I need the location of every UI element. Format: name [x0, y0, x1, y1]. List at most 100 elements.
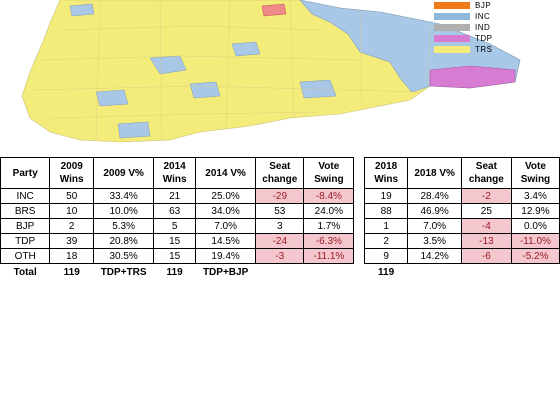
wins-2018-cell: 88 — [363, 203, 409, 219]
seat-change-cell: 25 — [460, 203, 512, 219]
wins-2009-cell: 18 — [49, 248, 95, 264]
column-gap — [353, 218, 365, 234]
column-gap — [353, 248, 365, 264]
vote-swing-cell: -11.1% — [303, 248, 355, 264]
table-row: OTH 18 30.5% 15 19.4% -3 -11.1% 9 14.2% -6 -5.2% — [0, 248, 560, 264]
vote-2014-cell: 25.0% — [195, 188, 257, 204]
legend-swatch — [434, 24, 470, 31]
seat-change-cell: 3 — [255, 218, 305, 234]
vote-swing-cell: -6.3% — [303, 233, 355, 249]
vote-swing-cell: -5.2% — [510, 248, 560, 264]
map-inc-patch-7 — [69, 3, 95, 17]
header-2018-wins: 2018 Wins — [363, 157, 409, 189]
legend-swatch — [434, 2, 470, 9]
total-2014-alliance: TDP+BJP — [202, 266, 249, 278]
column-gap — [353, 157, 365, 189]
wins-2014-cell: 15 — [153, 233, 197, 249]
vote-2018-cell: 3.5% — [407, 233, 462, 249]
map-inc-patch-5 — [117, 121, 151, 139]
wins-2009-cell: 50 — [49, 188, 95, 204]
empty-cell — [304, 264, 354, 281]
map-svg — [21, 0, 521, 143]
legend-label: IND — [475, 23, 491, 32]
vote-2009-cell: 10.0% — [93, 203, 155, 219]
wins-2018-cell: 9 — [363, 248, 409, 264]
empty-cell — [511, 264, 559, 281]
wins-2009-cell: 10 — [49, 203, 95, 219]
seat-change-cell: -3 — [255, 248, 305, 264]
table-row: TDP 39 20.8% 15 14.5% -24 -6.3% 2 3.5% -13 -11.0% — [0, 233, 560, 249]
seat-change-cell: 53 — [255, 203, 305, 219]
seat-change-cell: -29 — [255, 188, 305, 204]
vote-2009-cell: 5.3% — [93, 218, 155, 234]
header-2014-vote: 2014 V% — [195, 157, 257, 189]
header-2009-vote: 2009 V% — [93, 157, 155, 189]
wins-2009-cell: 39 — [49, 233, 95, 249]
table-row: INC 50 33.4% 21 25.0% -29 -8.4% 19 28.4% -2 3.4% — [0, 188, 560, 204]
table-header-row: Party 2009 Wins 2009 V% 2014 Wins 2014 V… — [0, 157, 560, 189]
party-cell: INC — [0, 188, 51, 204]
header-2018-vote: 2018 V% — [407, 157, 462, 189]
legend-label: TRS — [475, 45, 493, 54]
election-results-table: Party 2009 Wins 2009 V% 2014 Wins 2014 V… — [0, 157, 560, 280]
map-tdp-region — [429, 65, 516, 89]
vote-swing-cell: -8.4% — [303, 188, 355, 204]
wins-2014-cell: 21 — [153, 188, 197, 204]
vote-2014-cell: 7.0% — [195, 218, 257, 234]
vote-2018-cell: 46.9% — [407, 203, 462, 219]
total-label: Total — [13, 266, 37, 278]
vote-swing-cell: 24.0% — [303, 203, 355, 219]
vote-2009-cell: 20.8% — [93, 233, 155, 249]
constituency-map: BJP INC IND TDP TRS — [0, 0, 560, 156]
table-row: BJP 2 5.3% 5 7.0% 3 1.7% 1 7.0% -4 0.0% — [0, 218, 560, 234]
header-vote-swing-2: Vote Swing — [510, 157, 560, 189]
wins-2018-cell: 1 — [363, 218, 409, 234]
total-2009-alliance: TDP+TRS — [100, 266, 147, 278]
vote-swing-cell: 0.0% — [510, 218, 560, 234]
vote-swing-cell: -11.0% — [510, 233, 560, 249]
seat-change-cell: -13 — [460, 233, 512, 249]
column-gap — [354, 264, 365, 281]
header-vote-swing-1: Vote Swing — [303, 157, 355, 189]
header-seat-change-1: Seat change — [255, 157, 305, 189]
party-cell: OTH — [0, 248, 51, 264]
vote-swing-cell: 12.9% — [510, 203, 560, 219]
column-gap — [353, 233, 365, 249]
vote-2009-cell: 30.5% — [93, 248, 155, 264]
map-bjp-patch — [261, 3, 287, 17]
total-row: Total 119 TDP+TRS 119 TDP+BJP 119 — [1, 264, 560, 281]
seat-change-cell: -4 — [460, 218, 512, 234]
legend-label: BJP — [475, 1, 492, 10]
map-inc-patch-6 — [231, 41, 261, 57]
empty-cell — [461, 264, 511, 281]
legend-label: TDP — [475, 34, 493, 43]
map-inc-patch-2 — [95, 89, 129, 107]
wins-2014-cell: 5 — [153, 218, 197, 234]
empty-cell — [408, 264, 461, 281]
header-2009-wins: 2009 Wins — [49, 157, 95, 189]
map-legend: BJP INC IND TDP TRS — [434, 0, 493, 55]
legend-label: INC — [475, 12, 491, 21]
vote-2014-cell: 19.4% — [195, 248, 257, 264]
header-seat-change-2: Seat change — [460, 157, 512, 189]
column-gap — [353, 203, 365, 219]
column-gap — [353, 188, 365, 204]
legend-swatch — [434, 13, 470, 20]
vote-swing-cell: 1.7% — [303, 218, 355, 234]
legend-swatch — [434, 46, 470, 53]
legend-item: TRS — [434, 44, 493, 55]
map-inc-patch-4 — [299, 79, 337, 99]
vote-2014-cell: 14.5% — [195, 233, 257, 249]
map-district-lines — [31, 0, 431, 143]
map-inc-patch-3 — [189, 81, 221, 99]
table-row: BRS 10 10.0% 63 34.0% 53 24.0% 88 46.9% 25 12.9% — [0, 203, 560, 219]
wins-2009-cell: 2 — [49, 218, 95, 234]
seat-change-cell: -6 — [460, 248, 512, 264]
header-party: Party — [0, 157, 51, 189]
wins-2014-cell: 15 — [153, 248, 197, 264]
seat-change-cell: -2 — [460, 188, 512, 204]
legend-swatch — [434, 35, 470, 42]
wins-2018-cell: 2 — [363, 233, 409, 249]
empty-cell — [256, 264, 304, 281]
party-cell: BRS — [0, 203, 51, 219]
